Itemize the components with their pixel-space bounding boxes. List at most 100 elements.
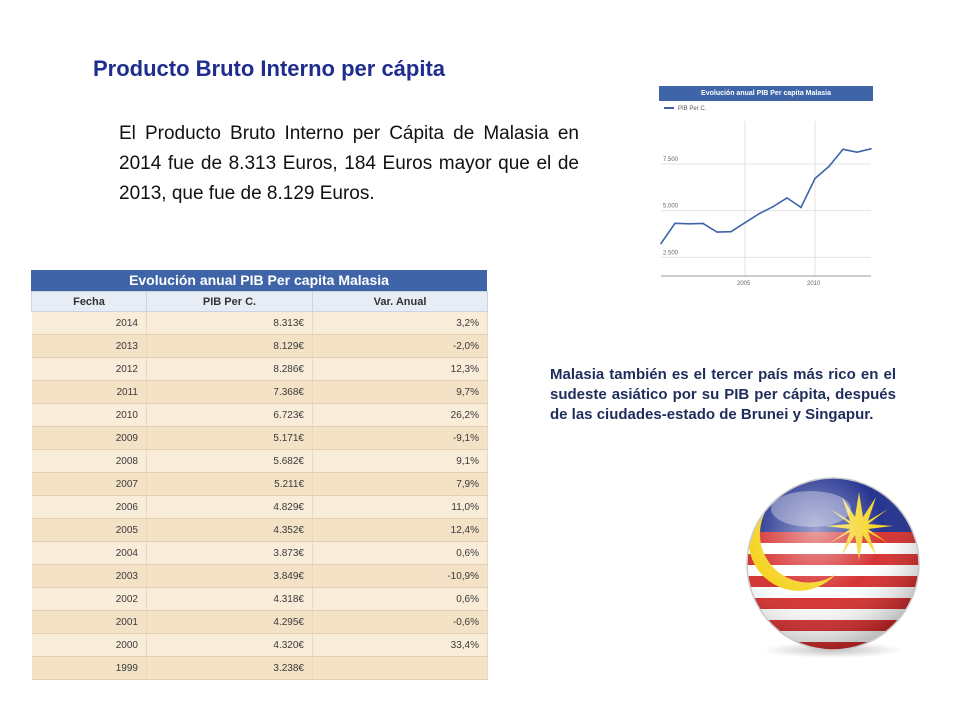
cell-var: 7,9% — [312, 472, 488, 496]
cell-year: 2013 — [31, 334, 147, 358]
cell-pib: 5.171€ — [146, 426, 313, 450]
cell-year: 2012 — [31, 357, 147, 381]
table-row: 2004 3.873€ 0,6% — [31, 541, 488, 565]
cell-var: 12,4% — [312, 518, 488, 542]
data-point — [660, 242, 662, 245]
data-point — [842, 148, 844, 151]
cell-var: 3,2% — [312, 311, 488, 335]
cell-pib: 4.320€ — [146, 633, 313, 657]
data-point — [772, 205, 774, 208]
cell-pib: 3.238€ — [146, 656, 313, 680]
cell-year: 2008 — [31, 449, 147, 473]
legend-label: PIB Per C. — [678, 106, 707, 112]
cell-year: 2005 — [31, 518, 147, 542]
cell-var: -10,9% — [312, 564, 488, 588]
cell-var: 12,3% — [312, 357, 488, 381]
chart-title: Evolución anual PIB Per capita Malasia — [659, 86, 873, 101]
table-row: 2002 4.318€ 0,6% — [31, 587, 488, 611]
cell-year: 2000 — [31, 633, 147, 657]
y-tick-label: 5.000 — [663, 204, 679, 210]
cell-var: 11,0% — [312, 495, 488, 519]
cell-var: 33,4% — [312, 633, 488, 657]
table-row: 2000 4.320€ 33,4% — [31, 633, 488, 657]
table-row: 2012 8.286€ 12,3% — [31, 357, 488, 381]
data-point — [800, 206, 802, 209]
chart-legend: PIB Per C. — [664, 106, 706, 112]
cell-pib: 4.352€ — [146, 518, 313, 542]
table-row: 2006 4.829€ 11,0% — [31, 495, 488, 519]
table-row: 2005 4.352€ 12,4% — [31, 518, 488, 542]
chart-plot: 2.500 5.000 7.500 2005 2010 — [660, 121, 872, 287]
y-tick-label: 2.500 — [663, 250, 679, 256]
header-pib: PIB Per C. — [146, 291, 313, 312]
cell-var: -2,0% — [312, 334, 488, 358]
cell-year: 2003 — [31, 564, 147, 588]
y-tick-label: 7.500 — [663, 157, 679, 163]
table-title: Evolución anual PIB Per capita Malasia — [31, 270, 487, 291]
data-point — [814, 177, 816, 180]
x-tick-label: 2010 — [807, 281, 821, 287]
cell-pib: 4.295€ — [146, 610, 313, 634]
table-row: 2007 5.211€ 7,9% — [31, 472, 488, 496]
cell-year: 2004 — [31, 541, 147, 565]
table-row: 2014 8.313€ 3,2% — [31, 311, 488, 335]
data-point — [688, 223, 690, 225]
cell-year: 2001 — [31, 610, 147, 634]
cell-pib: 5.211€ — [146, 472, 313, 496]
x-tick-label: 2005 — [737, 281, 751, 287]
table-row: 1999 3.238€ — [31, 656, 488, 680]
table-row: 2008 5.682€ 9,1% — [31, 449, 488, 473]
data-point — [702, 222, 704, 225]
cell-var: 9,7% — [312, 380, 488, 404]
cell-pib: 3.873€ — [146, 541, 313, 565]
cell-var: 9,1% — [312, 449, 488, 473]
table-row: 2010 6.723€ 26,2% — [31, 403, 488, 427]
cell-var: -0,6% — [312, 610, 488, 634]
table-header-row: Fecha PIB Per C. Var. Anual — [31, 291, 488, 312]
cell-pib: 8.286€ — [146, 357, 313, 381]
cell-pib: 4.829€ — [146, 495, 313, 519]
cell-year: 2009 — [31, 426, 147, 450]
cell-year: 2002 — [31, 587, 147, 611]
table-row: 2011 7.368€ 9,7% — [31, 380, 488, 404]
cell-pib: 3.849€ — [146, 564, 313, 588]
cell-var: 0,6% — [312, 587, 488, 611]
legend-swatch — [664, 107, 674, 110]
cell-year: 2007 — [31, 472, 147, 496]
cell-year: 2006 — [31, 495, 147, 519]
cell-year: 2014 — [31, 311, 147, 335]
table-row: 2001 4.295€ -0,6% — [31, 610, 488, 634]
table-row: 2003 3.849€ -10,9% — [31, 564, 488, 588]
cell-pib: 7.368€ — [146, 380, 313, 404]
data-point — [744, 221, 746, 224]
data-point — [856, 151, 858, 154]
intro-paragraph: El Producto Bruto Interno per Cápita de … — [119, 123, 579, 204]
cell-year: 2011 — [31, 380, 147, 404]
data-point — [828, 165, 830, 168]
header-fecha: Fecha — [31, 291, 147, 312]
mini-line-chart: Evolución anual PIB Per capita Malasia P… — [659, 86, 873, 293]
data-point — [870, 147, 872, 150]
data-point — [758, 213, 760, 215]
gdp-table: Evolución anual PIB Per capita Malasia F… — [31, 270, 488, 680]
data-point — [730, 230, 732, 233]
data-point — [674, 222, 676, 225]
data-point — [716, 231, 718, 233]
table-row: 2009 5.171€ -9,1% — [31, 426, 488, 450]
cell-pib: 6.723€ — [146, 403, 313, 427]
cell-pib: 5.682€ — [146, 449, 313, 473]
cell-pib: 8.129€ — [146, 334, 313, 358]
cell-var: 26,2% — [312, 403, 488, 427]
cell-var: -9,1% — [312, 426, 488, 450]
cell-year: 1999 — [31, 656, 147, 680]
header-var: Var. Anual — [312, 291, 488, 312]
cell-pib: 4.318€ — [146, 587, 313, 611]
cell-year: 2010 — [31, 403, 147, 427]
page-title: Producto Bruto Interno per cápita — [93, 56, 446, 81]
series-line-pib — [660, 148, 872, 244]
data-point — [786, 197, 788, 199]
cell-pib: 8.313€ — [146, 311, 313, 335]
cell-var: 0,6% — [312, 541, 488, 565]
table-row: 2013 8.129€ -2,0% — [31, 334, 488, 358]
side-paragraph: Malasia también es el tercer país más ri… — [550, 366, 896, 423]
